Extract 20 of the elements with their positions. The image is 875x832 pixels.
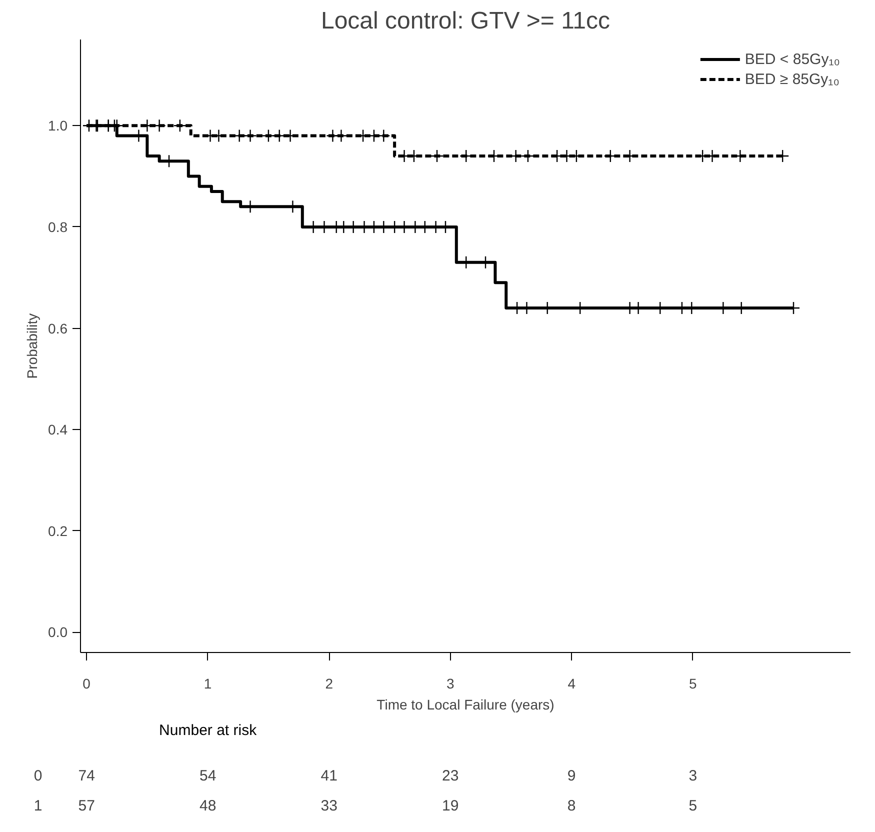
- y-axis-title: Probability: [24, 313, 40, 379]
- x-tick-label: 0: [82, 676, 91, 692]
- y-tick-label: 1.0: [48, 118, 68, 134]
- x-tick-label: 4: [568, 676, 576, 692]
- x-axis-title: Time to Local Failure (years): [376, 696, 554, 712]
- x-tick-label: 2: [325, 676, 334, 692]
- x-tick-label: 1: [204, 676, 212, 692]
- y-tick-label: 0.8: [48, 218, 68, 235]
- y-tick-label: 0.4: [48, 422, 68, 438]
- y-tick-label: 0.6: [48, 320, 68, 336]
- x-tick-label: 3: [446, 676, 454, 692]
- y-tick-label: 0.0: [48, 624, 68, 640]
- chart-title: Local control: GTV >= 11cc: [320, 8, 610, 34]
- legend-label: BED ≥ 85Gy₁₀: [744, 70, 840, 88]
- text: 0 74 54 41 23 9 3: [34, 768, 698, 785]
- text: Number at risk: [159, 722, 258, 739]
- legend-label: BED < 85Gy₁₀: [744, 50, 840, 68]
- y-tick-label: 0.2: [48, 522, 68, 539]
- text: 1 57 48 33 19 8 5: [34, 798, 698, 815]
- x-tick-label: 5: [688, 676, 697, 692]
